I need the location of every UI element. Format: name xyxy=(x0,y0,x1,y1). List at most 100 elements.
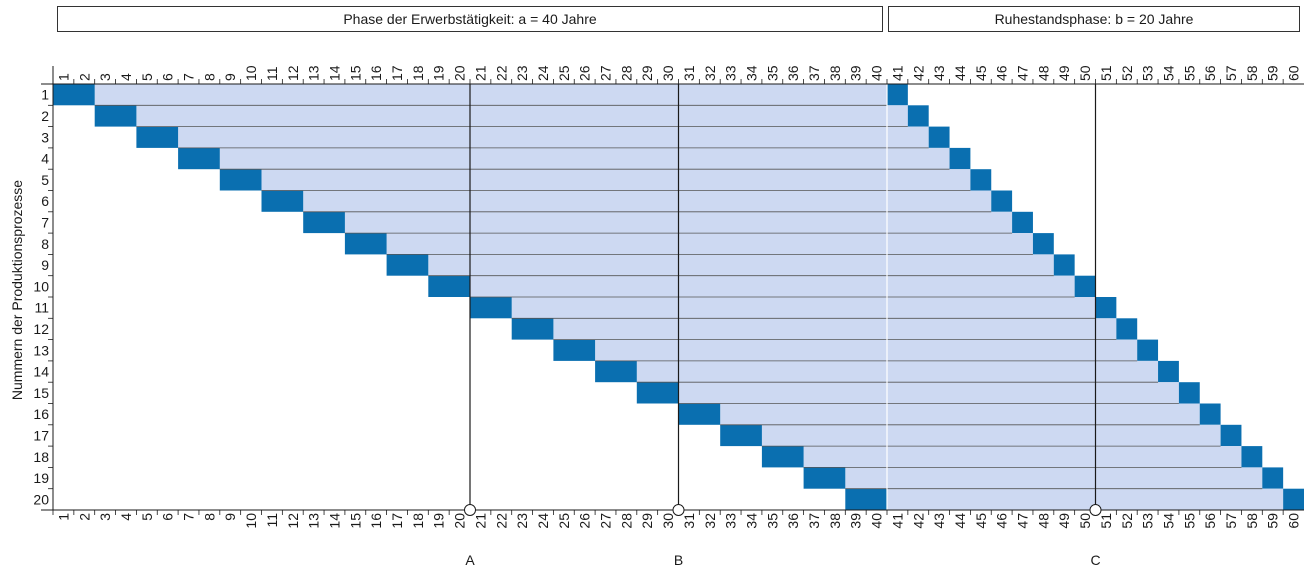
process-14-output-block xyxy=(1158,360,1179,383)
row-label: 20 xyxy=(33,491,49,507)
phase-work-box: Phase der Erwerbstätigkeit: a = 40 Jahre xyxy=(57,6,883,32)
bottom-tick-label: 52 xyxy=(1119,513,1135,529)
top-tick-label: 3 xyxy=(97,73,113,81)
row-label: 11 xyxy=(34,300,49,316)
top-tick-label: 47 xyxy=(1015,65,1031,81)
bottom-tick-label: 2 xyxy=(76,513,92,521)
bottom-tick-label: 39 xyxy=(848,513,864,529)
top-tick-label: 23 xyxy=(514,65,530,81)
process-17-light-bar xyxy=(761,424,1221,447)
marker-B-label: B xyxy=(674,552,683,568)
process-9-output-block xyxy=(1053,254,1075,276)
top-tick-label: 52 xyxy=(1119,65,1135,81)
row-label: 19 xyxy=(33,470,49,486)
process-1-light-bar xyxy=(94,84,887,106)
process-18-light-bar xyxy=(803,446,1242,468)
row-label: 13 xyxy=(33,342,49,358)
row-label: 15 xyxy=(33,385,49,401)
process-3-input-block xyxy=(136,126,179,148)
bottom-tick-label: 60 xyxy=(1286,513,1302,529)
bottom-tick-label: 53 xyxy=(1140,513,1156,529)
top-tick-label: 17 xyxy=(389,65,405,81)
bottom-tick-label: 23 xyxy=(514,513,530,529)
top-tick-label: 33 xyxy=(723,65,739,81)
bottom-tick-label: 11 xyxy=(264,513,280,528)
process-1-input-block xyxy=(53,84,95,106)
top-tick-label: 7 xyxy=(181,73,197,81)
bottom-tick-label: 5 xyxy=(139,513,155,521)
top-tick-label: 8 xyxy=(201,73,217,81)
process-9-input-block xyxy=(386,254,429,276)
bottom-tick-label: 19 xyxy=(431,513,447,529)
process-2-output-block xyxy=(907,105,929,127)
bottom-tick-label: 17 xyxy=(389,513,405,529)
top-tick-label: 59 xyxy=(1265,65,1281,81)
process-12-light-bar xyxy=(553,318,1117,340)
top-tick-label: 41 xyxy=(889,65,905,81)
bottom-tick-label: 54 xyxy=(1160,513,1176,529)
bottom-tick-label: 22 xyxy=(493,513,509,529)
bottom-tick-label: 57 xyxy=(1223,513,1239,529)
top-tick-label: 31 xyxy=(681,65,697,81)
top-tick-label: 29 xyxy=(639,65,655,81)
top-tick-label: 51 xyxy=(1098,65,1114,81)
bottom-tick-label: 44 xyxy=(952,513,968,529)
top-tick-label: 5 xyxy=(139,73,155,81)
top-tick-label: 39 xyxy=(848,65,864,81)
phase-rest-box: Ruhestandsphase: b = 20 Jahre xyxy=(888,6,1300,32)
top-tick-label: 1 xyxy=(55,73,71,81)
top-tick-label: 38 xyxy=(827,65,843,81)
bottom-tick-label: 29 xyxy=(639,513,655,529)
process-8-output-block xyxy=(1032,233,1054,255)
process-11-output-block xyxy=(1095,297,1117,319)
bottom-tick-label: 47 xyxy=(1015,513,1031,529)
process-2-input-block xyxy=(94,105,137,127)
process-8-light-bar xyxy=(386,233,1033,255)
bottom-tick-label: 3 xyxy=(97,513,113,521)
process-15-output-block xyxy=(1178,382,1200,404)
bottom-tick-label: 55 xyxy=(1181,513,1197,529)
process-bars xyxy=(53,84,1304,510)
top-tick-label: 60 xyxy=(1286,65,1302,81)
bottom-tick-label: 42 xyxy=(910,513,926,529)
bottom-tick-label: 8 xyxy=(201,513,217,521)
top-tick-label: 11 xyxy=(264,66,280,81)
top-tick-label: 4 xyxy=(118,73,134,81)
marker-C-label: C xyxy=(1090,552,1100,568)
marker-C-circle xyxy=(1089,504,1102,516)
row-label: 6 xyxy=(41,193,49,209)
bottom-tick-label: 25 xyxy=(556,513,572,529)
process-4-input-block xyxy=(178,147,220,170)
row-label: 4 xyxy=(41,151,49,167)
process-3-output-block xyxy=(928,126,950,148)
top-tick-label: 43 xyxy=(931,65,947,81)
top-tick-label: 12 xyxy=(285,65,301,81)
bottom-tick-label: 33 xyxy=(723,513,739,529)
bottom-tick-label: 20 xyxy=(452,513,468,529)
bottom-tick-label: 35 xyxy=(764,513,780,529)
process-15-light-bar xyxy=(678,382,1179,404)
process-3-light-bar xyxy=(178,126,929,148)
bottom-tick-label: 36 xyxy=(785,513,801,529)
top-tick-label: 2 xyxy=(76,73,92,81)
bottom-tick-label: 37 xyxy=(806,513,822,529)
process-13-output-block xyxy=(1137,339,1159,361)
bottom-tick-label: 12 xyxy=(285,513,301,529)
process-18-input-block xyxy=(761,446,804,468)
process-20-output-block xyxy=(1283,488,1304,510)
top-tick-label: 27 xyxy=(598,65,614,81)
process-8-input-block xyxy=(344,233,387,255)
process-13-input-block xyxy=(553,339,596,361)
row-label: 12 xyxy=(33,321,49,337)
process-9-light-bar xyxy=(428,254,1054,276)
bottom-tick-label: 51 xyxy=(1098,513,1114,529)
top-tick-label: 24 xyxy=(535,65,551,81)
row-label: 10 xyxy=(33,278,49,294)
top-tick-label: 9 xyxy=(222,73,238,81)
top-tick-label: 40 xyxy=(869,65,885,81)
top-tick-label: 37 xyxy=(806,65,822,81)
bottom-tick-label: 45 xyxy=(973,513,989,529)
top-tick-label: 28 xyxy=(618,65,634,81)
top-tick-label: 6 xyxy=(160,73,176,81)
